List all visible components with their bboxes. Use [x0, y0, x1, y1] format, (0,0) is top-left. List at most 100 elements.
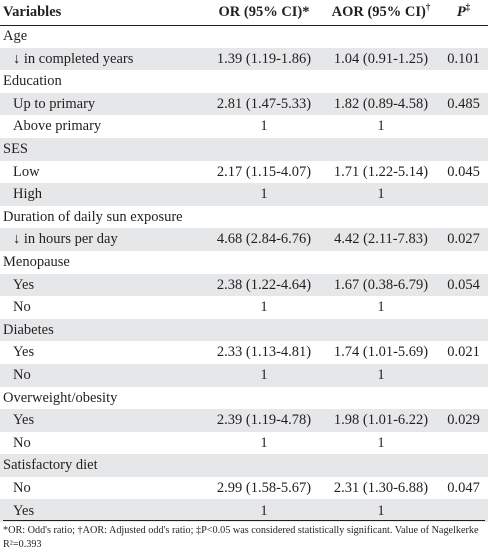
aor-cell	[323, 387, 439, 410]
row-label: Age	[3, 28, 28, 45]
or-cell: 1.39 (1.19-1.86)	[216, 50, 312, 67]
aor-cell: 1	[377, 186, 385, 203]
row-label: High	[13, 186, 42, 203]
results-table: Variables OR (95% CI)* AOR (95% CI)† P‡ …	[0, 0, 488, 523]
aor-cell	[323, 319, 439, 342]
aor-cell: 1.04 (0.91-1.25)	[333, 50, 429, 67]
aor-cell	[323, 251, 439, 274]
p-value-cell	[439, 364, 488, 387]
row-label: ↓ in completed years	[13, 50, 134, 67]
p-value-cell: 0.047	[447, 479, 480, 496]
p-value-cell: 0.029	[447, 412, 480, 429]
aor-cell: 1	[377, 299, 385, 316]
group-row: Duration of daily sun exposure	[0, 206, 488, 229]
header-aor: AOR (95% CI)†	[323, 0, 439, 26]
header-p: P‡	[439, 0, 488, 26]
p-value-cell: 0.054	[447, 276, 480, 293]
row-label: ↓ in hours per day	[13, 231, 118, 248]
or-cell	[205, 454, 323, 477]
row-label: No	[13, 299, 31, 316]
header-row: Variables OR (95% CI)* AOR (95% CI)† P‡	[0, 0, 488, 26]
header-p-label: P	[456, 3, 466, 20]
or-cell: 1	[260, 502, 268, 519]
row-label: Overweight/obesity	[3, 389, 118, 406]
or-cell	[205, 25, 323, 48]
p-value-cell: 0.045	[447, 163, 480, 180]
or-cell	[205, 138, 323, 161]
p-value-cell: 0.485	[447, 95, 480, 112]
table-footnote: *OR: Odd's ratio; †AOR: Adjusted odd's r…	[3, 520, 485, 552]
p-value-cell	[439, 25, 488, 48]
table-row: No 1 1	[0, 432, 488, 455]
aor-cell: 1.98 (1.01-6.22)	[333, 412, 429, 429]
table-row: No 1 1	[0, 296, 488, 319]
table-row: Above primary 1 1	[0, 115, 488, 138]
p-value-cell	[439, 432, 488, 455]
table-row: Yes 2.33 (1.13-4.81) 1.74 (1.01-5.69) 0.021	[0, 341, 488, 364]
row-label: SES	[3, 141, 28, 158]
header-p-mark: ‡	[465, 1, 471, 12]
table-row: No 1 1	[0, 363, 488, 387]
p-value-cell	[439, 319, 488, 342]
aor-cell	[323, 206, 439, 229]
or-cell: 4.68 (2.84-6.76)	[216, 231, 312, 248]
or-cell: 2.99 (1.58-5.67)	[216, 479, 312, 496]
header-aor-mark: †	[425, 1, 431, 12]
row-label: Yes	[13, 502, 35, 519]
or-cell: 1	[260, 186, 268, 203]
p-value-cell	[439, 138, 488, 161]
header-variables: Variables	[0, 0, 205, 26]
group-row: SES	[0, 137, 488, 161]
header-aor-label: AOR (95% CI)	[331, 3, 426, 20]
aor-cell: 1.71 (1.22-5.14)	[333, 163, 429, 180]
p-value-cell	[439, 387, 488, 410]
or-cell	[205, 387, 323, 410]
table-row: Yes 1 1	[0, 499, 488, 523]
row-label: Yes	[13, 344, 35, 361]
aor-cell	[323, 25, 439, 48]
or-cell	[205, 251, 323, 274]
p-value-cell: 0.027	[447, 231, 480, 248]
aor-cell	[323, 138, 439, 161]
aor-cell: 2.31 (1.30-6.88)	[333, 479, 429, 496]
table-row: No 2.99 (1.58-5.67) 2.31 (1.30-6.88) 0.047	[0, 477, 488, 500]
aor-cell: 1	[377, 118, 385, 135]
row-label: No	[13, 434, 31, 451]
p-value-cell	[439, 183, 488, 206]
row-label: Diabetes	[3, 321, 54, 338]
p-value-cell: 0.101	[447, 50, 480, 67]
group-row: Satisfactory diet	[0, 454, 488, 477]
or-cell: 2.39 (1.19-4.78)	[216, 412, 312, 429]
table-row: Yes 2.38 (1.22-4.64) 1.67 (0.38-6.79) 0.054	[0, 273, 488, 297]
p-value-cell	[439, 296, 488, 319]
aor-cell: 1.74 (1.01-5.69)	[333, 344, 429, 361]
p-value-cell	[439, 206, 488, 229]
or-cell: 2.38 (1.22-4.64)	[216, 276, 312, 293]
row-label: Yes	[13, 412, 35, 429]
or-cell	[205, 319, 323, 342]
group-row: Education	[0, 70, 488, 93]
group-row: Diabetes	[0, 318, 488, 342]
aor-cell: 1	[377, 434, 385, 451]
or-cell: 2.81 (1.47-5.33)	[216, 95, 312, 112]
aor-cell: 1	[377, 366, 385, 383]
row-label: Satisfactory diet	[3, 457, 98, 474]
table-row: Low 2.17 (1.15-4.07) 1.71 (1.22-5.14) 0.045	[0, 161, 488, 184]
aor-cell	[323, 454, 439, 477]
or-cell: 2.17 (1.15-4.07)	[216, 163, 312, 180]
or-cell: 1	[260, 366, 268, 383]
row-label: Menopause	[3, 253, 70, 270]
row-label: Duration of daily sun exposure	[3, 208, 183, 225]
row-label: No	[13, 479, 31, 496]
header-or: OR (95% CI)*	[205, 0, 323, 26]
aor-cell	[323, 70, 439, 93]
table-body: Age ↓ in completed years 1.39 (1.19-1.86) 1…	[0, 25, 488, 523]
group-row: Age	[0, 25, 488, 48]
or-cell: 2.33 (1.13-4.81)	[216, 344, 312, 361]
table-row: Yes 2.39 (1.19-4.78) 1.98 (1.01-6.22) 0.029	[0, 409, 488, 432]
aor-cell: 4.42 (2.11-7.83)	[334, 231, 428, 248]
or-cell: 1	[260, 118, 268, 135]
table-row: High 1 1	[0, 183, 488, 206]
p-value-cell	[439, 251, 488, 274]
